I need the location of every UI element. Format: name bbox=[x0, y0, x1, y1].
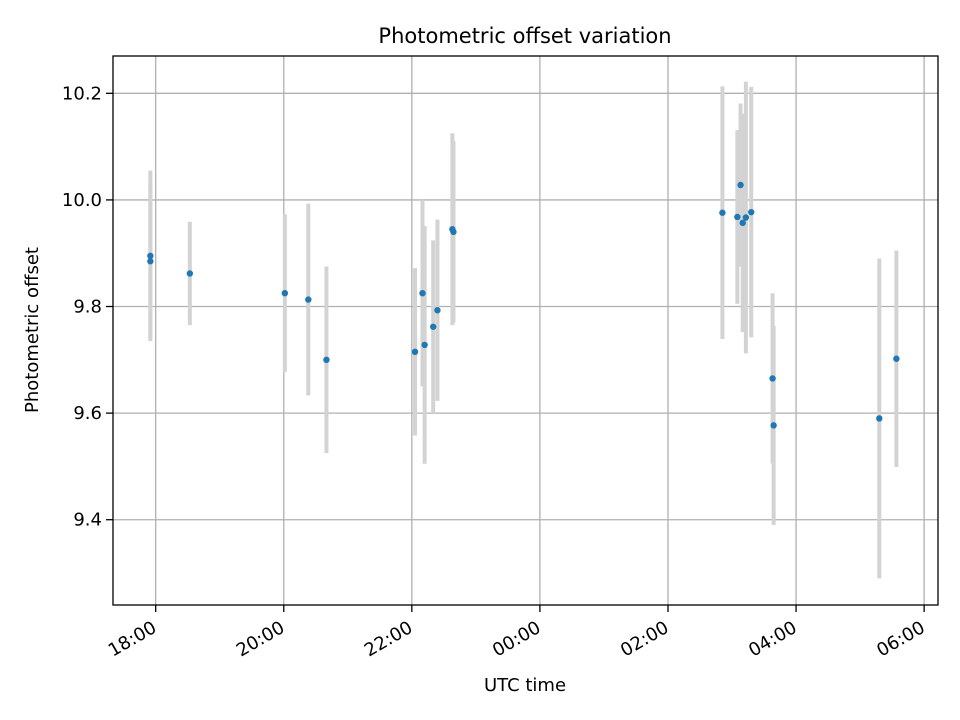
data-point bbox=[739, 219, 746, 227]
data-points bbox=[147, 181, 900, 429]
y-tick-label: 10.0 bbox=[62, 190, 102, 211]
data-point bbox=[305, 296, 312, 303]
y-tick-label: 9.8 bbox=[73, 297, 102, 318]
data-point bbox=[411, 348, 419, 356]
data-point bbox=[893, 355, 900, 362]
data-point bbox=[748, 208, 755, 216]
data-point bbox=[719, 209, 726, 216]
y-axis-ticks: 9.4 9.6 9.8 10.0 10.2 bbox=[62, 83, 113, 531]
data-point bbox=[876, 415, 883, 422]
data-point bbox=[734, 213, 741, 221]
y-tick-label: 10.2 bbox=[62, 83, 102, 104]
data-point bbox=[147, 258, 154, 265]
plot-frame bbox=[112, 55, 939, 606]
plot-area bbox=[113, 56, 938, 605]
data-point bbox=[742, 214, 750, 221]
y-tick-label: 9.6 bbox=[73, 403, 102, 424]
data-point bbox=[147, 252, 154, 260]
data-point bbox=[450, 228, 457, 236]
data-point bbox=[737, 181, 744, 189]
data-point bbox=[434, 307, 441, 314]
data-point bbox=[421, 341, 428, 349]
data-point bbox=[769, 375, 776, 382]
data-point bbox=[186, 270, 194, 277]
y-tick-label: 9.4 bbox=[73, 510, 102, 531]
y-axis-label: Photometric offset bbox=[22, 247, 43, 413]
x-axis-label: UTC time bbox=[484, 675, 566, 696]
data-point bbox=[323, 356, 330, 364]
data-point bbox=[419, 289, 426, 297]
data-point bbox=[281, 289, 289, 297]
data-point bbox=[770, 422, 777, 429]
chart-title: Photometric offset variation bbox=[378, 24, 671, 48]
data-point bbox=[429, 323, 437, 330]
